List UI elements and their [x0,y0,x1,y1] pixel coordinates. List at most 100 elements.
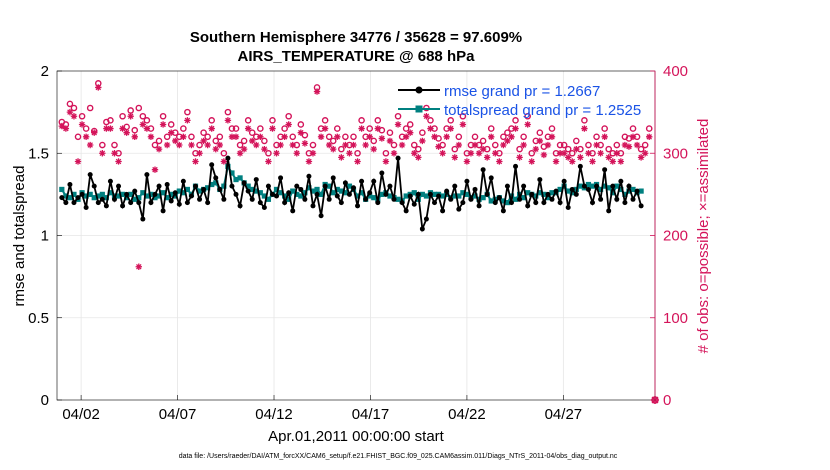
rmse-marker [148,200,154,206]
totalspread-marker [282,193,288,199]
obs-possible-marker [70,104,78,112]
rmse-marker [136,200,142,206]
y-tick-label-right: 400 [663,63,688,80]
obs-assimilated-marker [496,158,503,165]
totalspread-marker [233,176,239,183]
obs-assimilated-marker [370,145,377,153]
obs-assimilated-marker [325,141,333,149]
obs-possible-marker [374,117,382,124]
obs-assimilated-marker [342,141,349,149]
obs-assimilated-marker [378,135,386,142]
totalspread-marker [472,193,478,199]
obs-assimilated-marker [147,133,155,140]
rmse-marker [577,163,583,169]
obs-possible-marker [167,121,175,128]
rmse-marker [561,178,567,184]
obs-possible-marker [564,145,572,153]
totalspread-marker [213,180,219,186]
obs-possible-marker [236,141,244,149]
rmse-marker [363,196,369,202]
rmse-marker [476,203,482,209]
totalspread-marker [557,186,563,193]
rmse-marker [618,178,624,184]
obs-possible-marker [419,129,426,136]
rmse-marker [91,183,97,189]
obs-possible-marker [131,126,139,134]
totalspread-marker [379,191,385,197]
totalspread-marker [115,193,122,199]
obs-assimilated-marker [362,141,369,149]
totalspread-marker [180,190,186,196]
totalspread-marker [273,186,280,193]
legend-totalspread-label: totalspread grand pr = 1.2525 [444,102,641,119]
obs-possible-marker [184,108,191,116]
rmse-marker [419,226,425,232]
obs-possible-marker [386,129,394,136]
obs-possible-marker [216,133,224,141]
obs-assimilated-marker [382,158,390,165]
totalspread-marker [464,191,470,197]
totalspread-marker [265,196,272,202]
obs-assimilated-marker [552,158,560,165]
rmse-marker [395,155,401,161]
obs-possible-marker [402,125,410,132]
x-tick-label: 04/17 [352,406,390,423]
totalspread-marker [221,183,227,189]
rmse-marker [504,183,510,189]
obs-possible-marker [74,133,82,141]
obs-assimilated-marker [528,158,535,165]
totalspread-marker [589,183,596,189]
rmse-marker [415,191,421,197]
obs-assimilated-marker [427,125,434,132]
obs-assimilated-marker [366,133,373,140]
totalspread-marker [71,191,77,197]
obs-possible-marker [159,112,167,120]
obs-assimilated-marker [95,84,102,91]
obs-assimilated-marker [633,141,641,149]
rmse-marker [249,196,255,202]
rmse-marker [193,183,199,189]
obs-assimilated-marker [176,141,183,149]
obs-assimilated-marker [617,158,625,165]
obs-possible-marker [637,145,645,153]
obs-possible-marker [556,141,564,149]
totalspread-marker [330,190,336,196]
obs-possible-marker [354,149,361,157]
obs-possible-marker [605,145,613,153]
totalspread-marker [565,188,571,194]
obs-assimilated-marker [516,154,523,161]
obs-possible-marker [200,129,207,136]
rmse-marker [569,186,575,192]
rmse-marker [598,196,604,202]
rmse-marker [488,175,494,181]
obs-possible-marker [350,133,357,141]
rmse-marker [500,208,506,214]
obs-assimilated-marker [334,133,341,140]
totalspread-marker [184,186,191,193]
rmse-marker [355,203,361,209]
rmse-marker [472,186,478,192]
obs-assimilated-marker [188,141,195,149]
rmse-marker [359,178,365,184]
obs-assimilated-marker [119,125,126,132]
rmse-marker [229,183,235,189]
rmse-marker [79,191,85,197]
totalspread-marker [306,185,312,191]
obs-possible-marker [224,108,232,116]
totalspread-marker [395,196,401,202]
obs-assimilated-marker [313,88,321,95]
obs-possible-marker [208,117,216,124]
rmse-marker [257,200,263,206]
obs-assimilated-marker [358,125,365,132]
obs-assimilated-marker [196,150,203,157]
obs-markers [58,80,659,404]
obs-assimilated-marker [58,122,66,130]
totalspread-marker [440,193,446,199]
rmse-marker [213,175,219,181]
x-ticks: 04/02 04/07 04/12 04/17 04/22 04/27 [62,395,582,423]
obs-assimilated-marker [613,150,621,157]
obs-assimilated-marker [621,141,629,149]
totalspread-marker [261,193,267,199]
rmse-marker [383,191,389,197]
